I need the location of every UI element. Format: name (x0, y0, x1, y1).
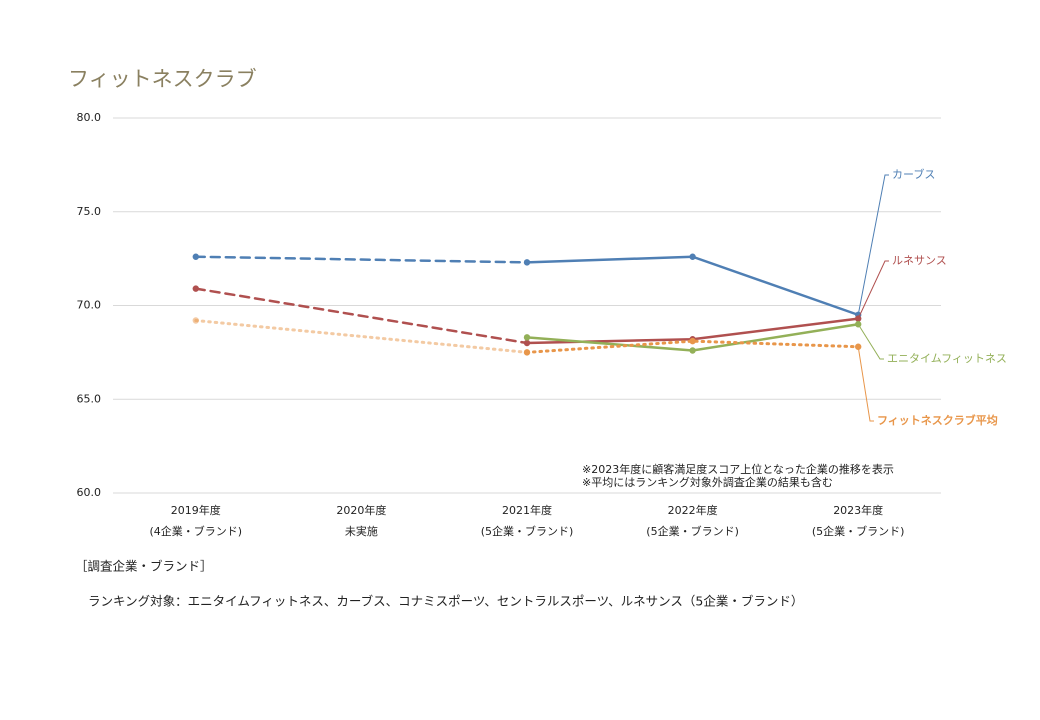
note: ※2023年度に顧客満足度スコア上位となった企業の推移を表示 (582, 462, 894, 476)
x-tick-sublabel: (4企業・ブランド) (150, 524, 243, 538)
legend-label: フィットネスクラブ平均 (877, 413, 998, 427)
leader-line (857, 346, 874, 422)
point (523, 349, 531, 356)
footer-text: ランキング対象：エニタイムフィットネス、カーブス、コナミスポーツ、セントラルスポ… (88, 594, 803, 609)
legend-label: エニタイムフィットネス (887, 352, 1007, 365)
y-tick-label: 65.0 (77, 392, 102, 405)
y-tick-label: 75.0 (77, 205, 102, 218)
point (689, 253, 696, 260)
x-tick-sublabel: (5企業・ブランド) (481, 524, 574, 538)
y-tick-label: 80.0 (77, 111, 102, 124)
series-line (525, 255, 860, 317)
point (689, 337, 696, 345)
legend-label: ルネサンス (892, 254, 947, 267)
point (192, 285, 199, 292)
x-tick-sublabel: 未実施 (345, 524, 378, 538)
gap-bridge (194, 287, 529, 345)
gap-bridge (194, 255, 529, 264)
point (523, 334, 531, 341)
leader-line (857, 260, 889, 319)
gap-bridge (194, 319, 529, 354)
x-tick-label: 2022年度 (668, 503, 718, 517)
point (192, 317, 199, 324)
y-tick-label: 70.0 (77, 299, 102, 312)
legend-label: カーブス (892, 167, 935, 181)
x-tick-sublabel: (5企業・ブランド) (812, 524, 905, 538)
leader-line (857, 323, 884, 360)
point (523, 339, 531, 347)
x-tick-label: 2023年度 (833, 503, 883, 517)
x-tick-label: 2019年度 (171, 503, 221, 517)
footer-heading: ［調査企業・ブランド］ (75, 559, 213, 574)
point (689, 347, 696, 354)
leader-line (857, 174, 889, 315)
x-tick-sublabel: (5企業・ブランド) (646, 524, 739, 538)
point (523, 259, 531, 266)
point (192, 253, 199, 260)
note: ※平均にはランキング対象外調査企業の結果も含む (582, 475, 833, 489)
chart-title: フィットネスクラブ (68, 67, 257, 91)
x-tick-label: 2020年度 (336, 503, 386, 517)
x-tick-label: 2021年度 (502, 503, 552, 517)
y-tick-label: 60.0 (77, 486, 102, 499)
